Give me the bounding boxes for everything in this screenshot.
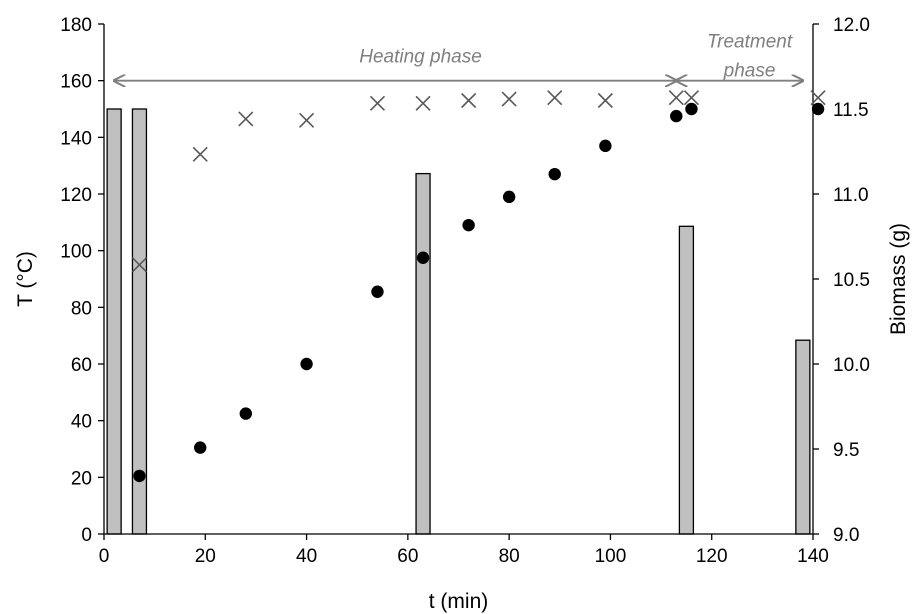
cross-point — [810, 90, 826, 106]
x-tick-label: 60 — [397, 546, 418, 567]
cross-point — [501, 91, 517, 107]
temperature-point — [599, 139, 612, 153]
right-tick-label: 10.5 — [833, 270, 870, 291]
left-axis-title: T (°C) — [14, 251, 37, 307]
axes: 0 20 40 60 80 100 120 140 0 20 40 60 80 100 120 140 160 1… — [60, 15, 870, 567]
cross-point — [683, 90, 700, 106]
temperature-point — [133, 469, 146, 483]
left-tick-label: 100 — [60, 242, 92, 263]
x-tick-label: 0 — [99, 546, 110, 567]
x-tick-label: 120 — [696, 546, 728, 567]
left-tick-label: 20 — [71, 468, 92, 489]
x-tick-label: 40 — [296, 546, 317, 567]
temperature-point — [371, 285, 384, 298]
temperature-point — [811, 102, 825, 116]
x-tick-label: 20 — [195, 546, 216, 567]
left-tick-label: 140 — [60, 128, 92, 149]
biomass-bar — [795, 339, 811, 535]
heating-phase-label: Heating phase — [359, 47, 482, 68]
x-tick-label: 100 — [595, 546, 627, 567]
biomass-bar — [106, 108, 122, 535]
treatment-phase-label-line2: phase — [723, 61, 776, 82]
left-tick-label: 0 — [81, 525, 92, 546]
temperature-point — [194, 441, 207, 454]
cross-point — [299, 112, 315, 128]
cross-point — [192, 146, 208, 162]
left-tick-label: 80 — [71, 298, 92, 319]
x-tick-label: 80 — [499, 546, 520, 567]
left-tick-label: 180 — [60, 15, 92, 36]
cross-point — [668, 90, 684, 106]
left-tick-label: 60 — [71, 355, 92, 376]
temperature-point — [416, 251, 430, 264]
cross-point — [369, 95, 386, 111]
cross-point — [547, 90, 563, 106]
right-tick-label: 11.0 — [833, 185, 869, 206]
left-tick-label: 160 — [60, 72, 92, 93]
treatment-phase-label-line1: Treatment — [707, 32, 793, 53]
temperature-point — [670, 109, 683, 123]
right-tick-label: 12.0 — [833, 15, 870, 36]
phase-annotations: Heating phase Treatment phase — [114, 32, 803, 82]
temperature-point — [300, 357, 313, 371]
temperature-point — [502, 190, 516, 204]
temperature-point — [685, 102, 698, 116]
temperature-point — [548, 167, 561, 181]
cross-point — [415, 95, 431, 111]
data-points — [131, 90, 826, 483]
cross-point — [131, 257, 148, 273]
temperature-point — [239, 407, 252, 420]
right-tick-label: 11.5 — [833, 100, 869, 121]
right-tick-label: 9.0 — [833, 525, 859, 546]
right-tick-label: 9.5 — [833, 440, 859, 461]
left-tick-label: 120 — [60, 185, 92, 206]
cross-point — [461, 92, 477, 109]
x-axis-title: t (min) — [429, 590, 489, 613]
left-tick-label: 40 — [71, 412, 92, 433]
temperature-point — [462, 218, 475, 232]
right-tick-label: 10.0 — [833, 355, 870, 376]
cross-point — [597, 92, 613, 109]
x-tick-label: 140 — [797, 546, 829, 567]
biomass-bar — [415, 172, 431, 535]
biomass-bar — [678, 225, 695, 535]
cross-point — [238, 111, 254, 127]
right-axis-title: Biomass (g) — [887, 223, 910, 335]
biomass-bars — [106, 108, 811, 535]
